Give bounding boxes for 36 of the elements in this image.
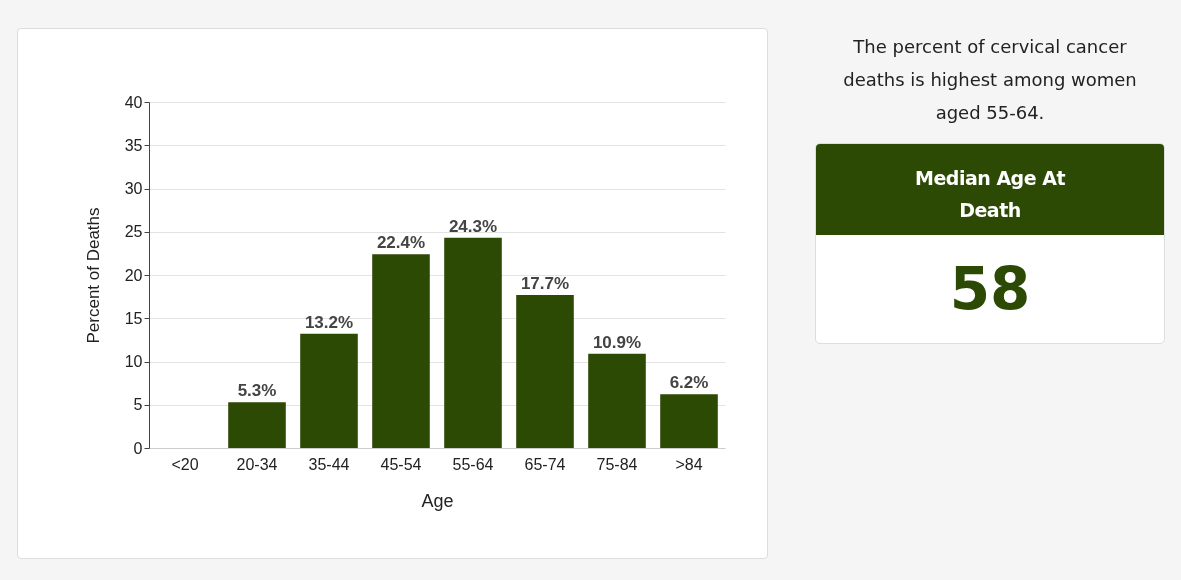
x-tick-label: 75-84 — [596, 455, 638, 473]
y-tick-label: 25 — [124, 223, 143, 241]
x-tick-label: 65-74 — [524, 455, 566, 473]
x-axis-title: Age — [421, 490, 454, 511]
bar — [372, 254, 430, 448]
text: Median Age At Death — [816, 144, 1164, 235]
data-label: 24.3% — [448, 216, 498, 236]
data-label: 22.4% — [376, 233, 426, 253]
text: 58 — [948, 254, 1032, 325]
bar — [228, 402, 286, 448]
x-tick-label: 35-44 — [308, 455, 350, 473]
data-label: 5.3% — [237, 381, 277, 401]
x-tick-label: 45-54 — [380, 455, 422, 473]
bar — [444, 237, 502, 448]
x-tick-label: 55-64 — [452, 455, 494, 473]
bar — [588, 353, 646, 448]
data-label: 6.2% — [669, 373, 709, 393]
x-tick-label: 20-34 — [236, 455, 278, 473]
bar — [660, 394, 718, 448]
y-tick-label: 0 — [133, 439, 143, 457]
x-tick-label: <20 — [171, 455, 199, 473]
y-tick-label: 10 — [124, 353, 143, 370]
y-axis-title: Percent of Deaths — [83, 207, 103, 344]
y-tick-label: 20 — [124, 266, 143, 284]
data-label: 10.9% — [592, 332, 642, 352]
bar — [516, 294, 574, 448]
y-tick-label: 15 — [124, 309, 143, 327]
y-tick-label: 40 — [124, 93, 143, 111]
data-label: 13.2% — [304, 312, 354, 332]
bar — [300, 333, 358, 448]
text: The percent of cervical cancer deaths is highest among women aged 55-64. — [842, 35, 1138, 125]
data-label: 17.7% — [520, 273, 570, 293]
y-tick-label: 5 — [133, 396, 143, 414]
y-tick-label: 35 — [124, 136, 143, 154]
y-tick-label: 30 — [124, 180, 143, 197]
x-tick-label: >84 — [675, 455, 703, 473]
